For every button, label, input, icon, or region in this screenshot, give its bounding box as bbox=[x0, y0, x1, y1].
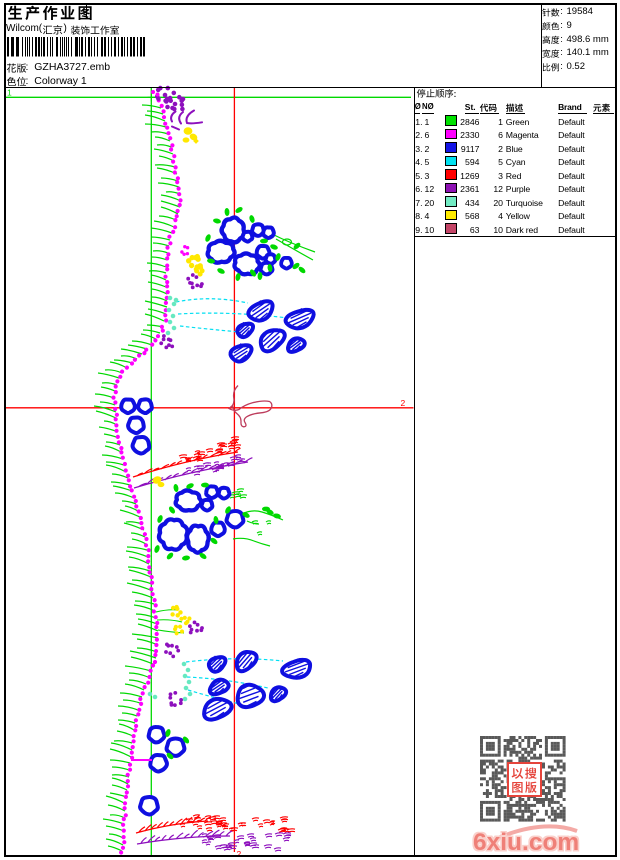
svg-text:1: 1 bbox=[7, 88, 12, 98]
svg-text:2: 2 bbox=[401, 398, 406, 408]
svg-text:2: 2 bbox=[237, 849, 242, 859]
